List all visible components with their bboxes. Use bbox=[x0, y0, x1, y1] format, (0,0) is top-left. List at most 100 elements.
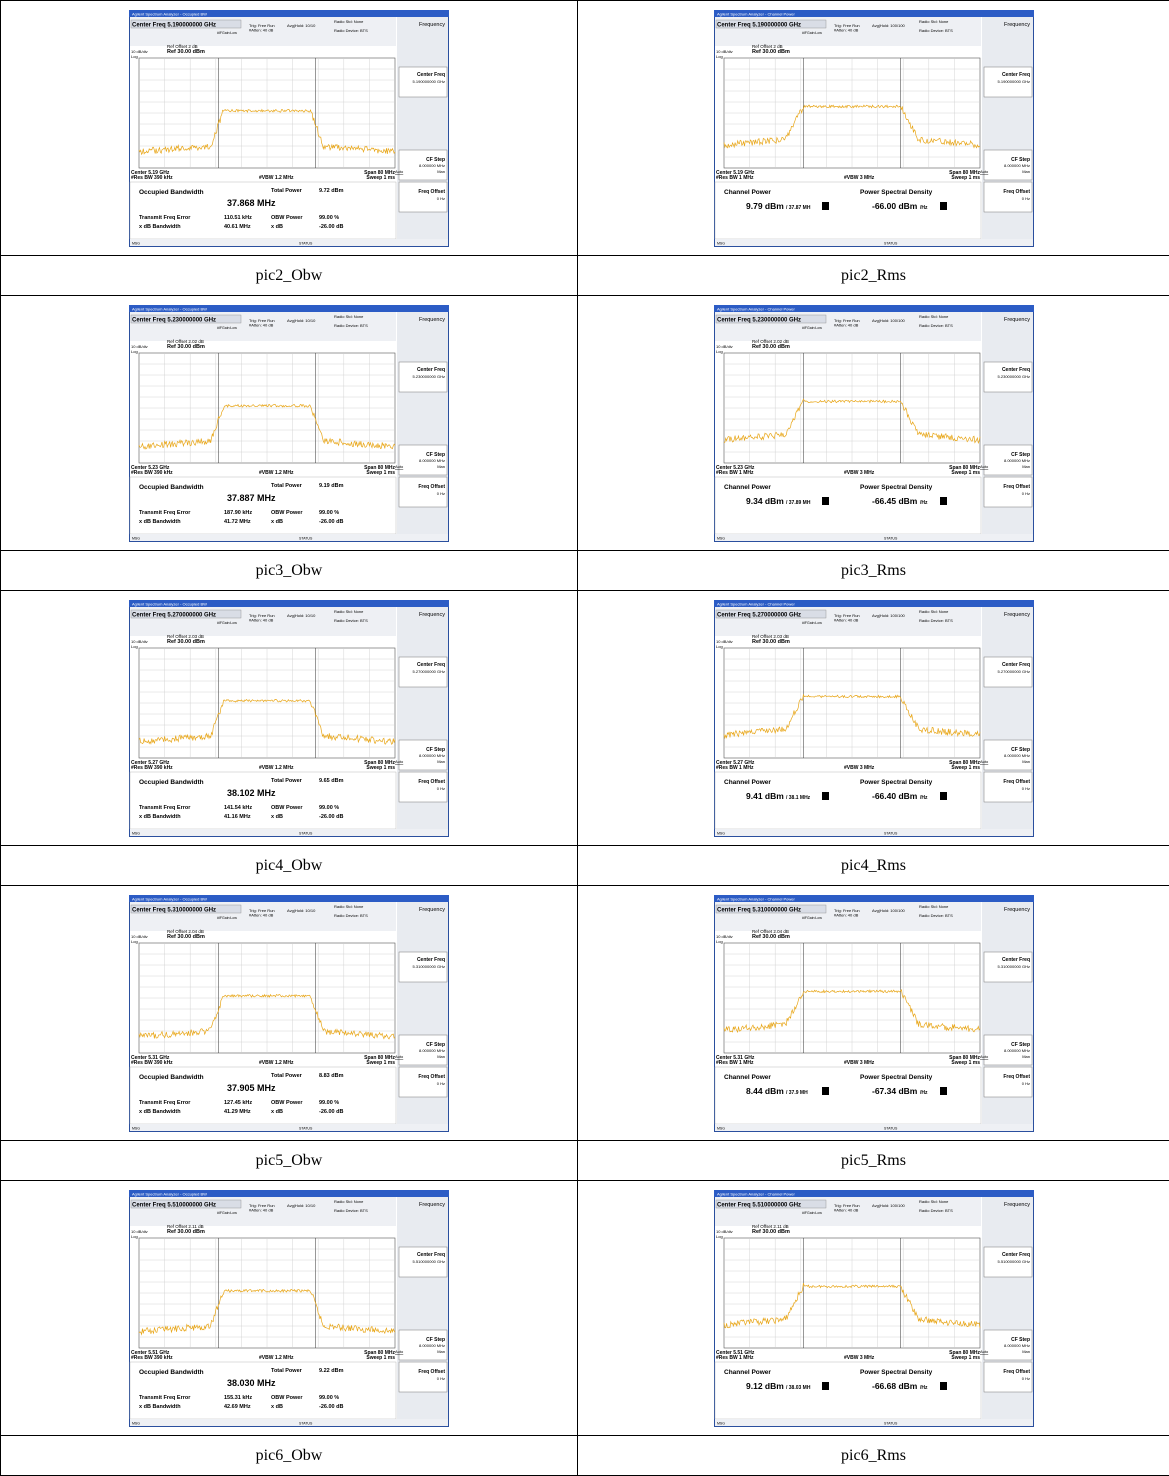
screen-text: Agilent Spectrum Analyzer - Occupied BW bbox=[132, 1191, 207, 1196]
status-bar bbox=[130, 534, 448, 541]
screen-text: Freq Offset bbox=[1003, 1369, 1030, 1375]
screen-text: 155.31 kHz bbox=[224, 1395, 252, 1401]
screen-text: Sweep 1 ms bbox=[951, 765, 980, 771]
screen-text: Radio Std: None bbox=[334, 609, 364, 614]
screen-text: Sweep 1 ms bbox=[951, 1355, 980, 1361]
screen-text: Log bbox=[131, 939, 138, 944]
screen-text: -26.00 dB bbox=[319, 1404, 343, 1410]
screen-text: Channel Power bbox=[724, 1074, 771, 1081]
caption: pic5_Rms bbox=[578, 1141, 1169, 1181]
screen-text: Ref 30.00 dBm bbox=[752, 49, 790, 55]
screen-text: / 38.1 MHz bbox=[786, 795, 811, 801]
screen-text: Radio Device: BTS bbox=[919, 323, 953, 328]
screen-text: #IFGain:Low bbox=[802, 326, 822, 330]
screen-text: Radio Std: None bbox=[919, 904, 949, 909]
screen-text: OBW Power bbox=[271, 215, 303, 221]
screen-text: Total Power bbox=[271, 188, 303, 194]
screen-text: Ref 30.00 dBm bbox=[752, 1229, 790, 1235]
analyzer-screenshot: Agilent Spectrum Analyzer - Channel Powe… bbox=[714, 305, 1034, 542]
screen-text: Sweep 1 ms bbox=[366, 1355, 395, 1361]
analyzer-screenshot: Agilent Spectrum Analyzer - Occupied BW C… bbox=[129, 1190, 449, 1427]
screen-text: 37.887 MHz bbox=[227, 493, 276, 503]
screen-text: Sweep 1 ms bbox=[951, 175, 980, 181]
screen-text: #Atten: 40 dB bbox=[834, 1207, 859, 1212]
screen-text: Center Freq bbox=[417, 957, 445, 963]
screen-text: Agilent Spectrum Analyzer - Occupied BW bbox=[132, 306, 207, 311]
screen-text: Center Freq bbox=[417, 72, 445, 78]
screen-text: #IFGain:Low bbox=[802, 621, 822, 625]
screen-text: 41.72 MHz bbox=[224, 519, 251, 525]
screen-text: Radio Device: BTS bbox=[334, 913, 368, 918]
screen-text: 8.000000 MHz bbox=[1003, 163, 1029, 168]
screen-text: MSG bbox=[132, 241, 140, 245]
screen-text: Channel Power bbox=[724, 779, 771, 786]
screen-text: STATUS bbox=[299, 1421, 313, 1425]
screen-text: MSG bbox=[132, 831, 140, 835]
screen-text: Transmit Freq Error bbox=[139, 215, 191, 221]
screen-text: Transmit Freq Error bbox=[139, 805, 191, 811]
screen-text: Log bbox=[716, 349, 723, 354]
screen-text: Power Spectral Density bbox=[860, 1369, 933, 1376]
screen-text: Auto bbox=[980, 1349, 989, 1354]
screen-text: #Res BW 390 kHz bbox=[131, 1060, 173, 1066]
screen-text: #IFGain:Low bbox=[217, 916, 237, 920]
analyzer-screenshot: Agilent Spectrum Analyzer - Occupied BWC… bbox=[129, 10, 449, 247]
screen-text: -26.00 dB bbox=[319, 1109, 343, 1115]
screen-text: MSG bbox=[132, 1126, 140, 1130]
screen-text: Total Power bbox=[271, 1368, 303, 1374]
screen-text: x dB Bandwidth bbox=[139, 814, 181, 820]
status-bar bbox=[715, 829, 1033, 836]
screen-text: 99.00 % bbox=[319, 215, 339, 221]
screen-text: -66.68 dBm bbox=[872, 1381, 918, 1391]
screen-text: Radio Device: BTS bbox=[334, 28, 368, 33]
screen-text: Avg|Hold: 100/100 bbox=[872, 908, 906, 913]
screen-text: Log bbox=[131, 349, 138, 354]
caption: pic5_Obw bbox=[1, 1141, 578, 1181]
screen-text: 5.510000000 GHz bbox=[997, 1259, 1029, 1264]
screen-text: Auto bbox=[395, 1349, 404, 1354]
screen-text: Log bbox=[716, 939, 723, 944]
screen-text: Center Freq 5.190000000 GHz bbox=[717, 22, 801, 28]
screen-text: Center Freq bbox=[1001, 957, 1029, 963]
screen-text: 0 Hz bbox=[1021, 1081, 1029, 1086]
screen-text: x dB bbox=[271, 224, 283, 230]
screen-text: #Atten: 40 dB bbox=[834, 617, 859, 622]
screen-text: Freq Offset bbox=[418, 779, 445, 785]
screen-text: #Res BW 1 MHz bbox=[716, 1060, 754, 1066]
screen-text: Center Freq bbox=[417, 367, 445, 373]
screen-text: / 37.87 MH bbox=[786, 205, 811, 211]
screen-text: #IFGain:Low bbox=[802, 31, 822, 35]
screen-text: Log bbox=[716, 644, 723, 649]
caption: pic4_Rms bbox=[578, 846, 1169, 886]
screen-text: 41.29 MHz bbox=[224, 1109, 251, 1115]
screen-text: Transmit Freq Error bbox=[139, 510, 191, 516]
screen-text: x dB Bandwidth bbox=[139, 1109, 181, 1115]
screen-text: Center Freq bbox=[417, 1252, 445, 1258]
screen-text: STATUS bbox=[299, 831, 313, 835]
screen-text: Power Spectral Density bbox=[860, 484, 933, 491]
image-cell: Agilent Spectrum Analyzer - Channel Powe… bbox=[578, 591, 1169, 846]
screen-text: Radio Device: BTS bbox=[919, 618, 953, 623]
screen-text: 40.61 MHz bbox=[224, 224, 251, 230]
screen-text: 9.41 dBm bbox=[746, 791, 784, 801]
status-bar bbox=[130, 1419, 448, 1426]
screen-text: -67.34 dBm bbox=[872, 1086, 918, 1096]
image-row: Agilent Spectrum Analyzer - Occupied BW C… bbox=[1, 296, 1169, 551]
analyzer-screenshot: Agilent Spectrum Analyzer - Channel Powe… bbox=[714, 1190, 1034, 1427]
screen-text: -26.00 dB bbox=[319, 814, 343, 820]
screen-text: Agilent Spectrum Analyzer - Channel Powe… bbox=[717, 601, 795, 606]
screen-text: Radio Std: None bbox=[919, 1199, 949, 1204]
screen-text: Ref 30.00 dBm bbox=[167, 639, 205, 645]
screen-text: Log bbox=[716, 54, 723, 59]
marker-box bbox=[940, 1382, 947, 1390]
analyzer-screenshot: Agilent Spectrum Analyzer - Occupied BWC… bbox=[129, 895, 449, 1132]
screen-text: #Res BW 390 kHz bbox=[131, 1355, 173, 1361]
screen-text: Man bbox=[1022, 169, 1030, 174]
screen-text: Auto bbox=[395, 464, 404, 469]
screen-text: Auto bbox=[980, 759, 989, 764]
screen-text: #VBW 1.2 MHz bbox=[259, 765, 294, 771]
screen-text: Frequency bbox=[419, 317, 445, 323]
screen-text: Ref 30.00 dBm bbox=[752, 934, 790, 940]
screen-text: MSG bbox=[717, 536, 725, 540]
